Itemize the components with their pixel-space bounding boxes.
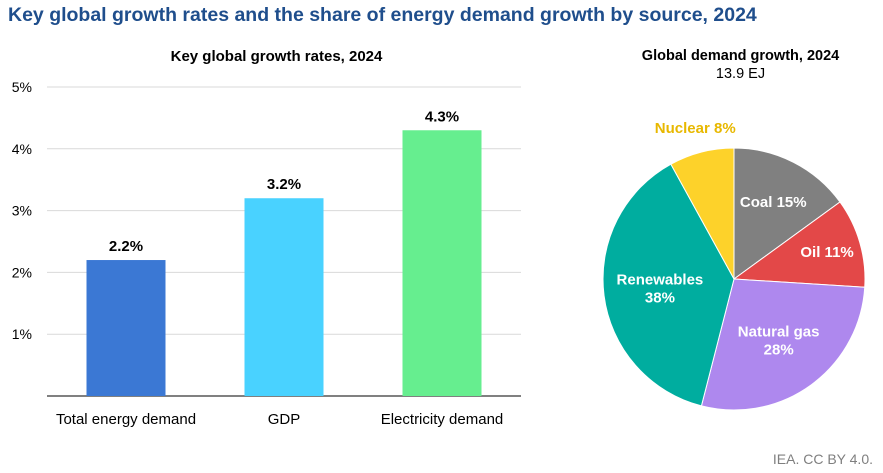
page-title: Key global growth rates and the share of… [8, 4, 757, 26]
x-category-label: GDP [268, 411, 301, 428]
pie-slice-label: Renewables 38% [617, 271, 704, 306]
pie-slice [733, 147, 841, 280]
y-tick-label: 5% [12, 79, 32, 95]
pie-chart-subtitle: 13.9 EJ [715, 66, 766, 82]
bar-data-label: 4.3% [425, 108, 459, 125]
bar [402, 130, 482, 396]
y-tick-label: 2% [12, 264, 32, 280]
source-credit: IEA. CC BY 4.0. [772, 451, 873, 467]
x-category-label: Electricity demand [381, 411, 504, 428]
bar-data-label: 2.2% [109, 238, 143, 255]
pie-slice [700, 278, 866, 411]
y-tick-label: 1% [12, 326, 32, 342]
x-category-label: Total energy demand [56, 411, 196, 428]
pie-slice-label: Natural gas 28% [738, 323, 820, 358]
pie-slice [732, 201, 866, 288]
bar-chart-title: Key global growth rates, 2024 [170, 48, 383, 65]
pie-slice-label: Coal 15% [740, 194, 807, 211]
bar-data-label: 3.2% [267, 176, 301, 193]
y-tick-label: 3% [12, 203, 32, 219]
bar [86, 260, 166, 396]
bar [244, 198, 324, 396]
pie-slice-label: Oil 11% [800, 244, 853, 261]
pie-slice [670, 147, 735, 280]
pie-chart-title: Global demand growth, 2024 [641, 48, 840, 64]
pie-slice-label: Nuclear 8% [655, 120, 736, 137]
pie-slice [602, 163, 735, 407]
y-tick-label: 4% [12, 141, 32, 157]
